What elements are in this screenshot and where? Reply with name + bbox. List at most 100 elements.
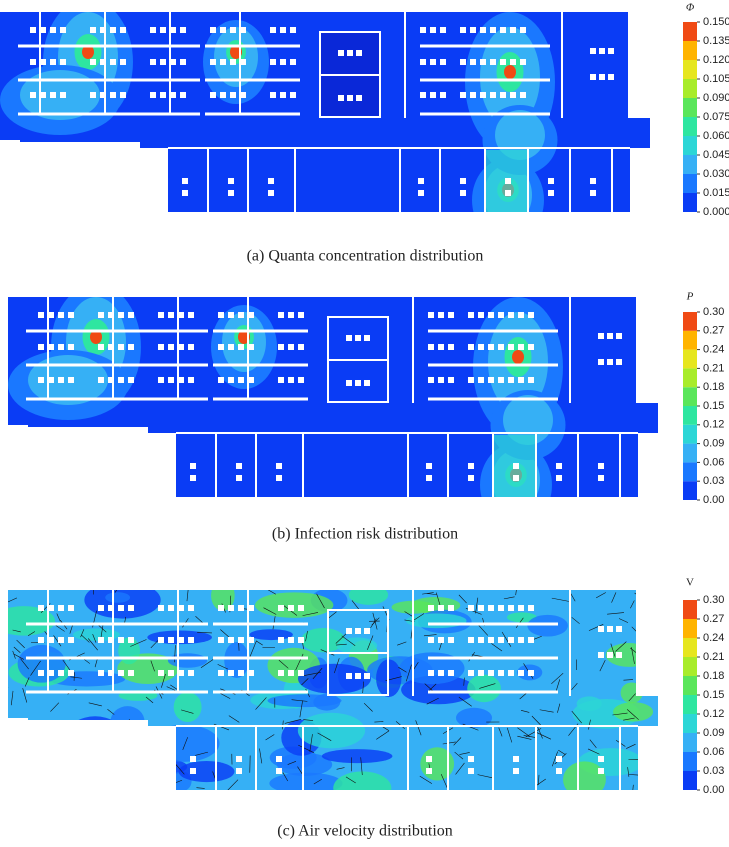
vector [335, 643, 347, 646]
vector [571, 682, 578, 691]
vector [588, 624, 604, 631]
vector [345, 776, 356, 784]
vector [16, 754, 24, 770]
occupant [468, 756, 474, 762]
colorbar-band [683, 136, 697, 155]
vector [22, 688, 28, 703]
colorbar-tick-label: 0.03 [703, 475, 724, 487]
occupant [428, 670, 434, 676]
vector [532, 635, 542, 640]
occupant [468, 475, 474, 481]
occupant [128, 637, 134, 643]
vector [10, 690, 14, 706]
vector [255, 697, 267, 710]
vector [95, 761, 107, 767]
occupant [355, 628, 361, 634]
occupant [598, 359, 604, 365]
occupant [48, 344, 54, 350]
occupant [218, 312, 224, 318]
occupant [100, 92, 106, 98]
occupant [548, 178, 554, 184]
occupant [498, 344, 504, 350]
occupant [518, 377, 524, 383]
occupant [190, 475, 196, 481]
occupant [210, 59, 216, 65]
occupant [498, 377, 504, 383]
occupant [108, 637, 114, 643]
vector [415, 720, 422, 736]
colorbar-band [683, 481, 697, 500]
vector [88, 702, 102, 707]
occupant [160, 59, 166, 65]
colorbar-band [683, 98, 697, 117]
occupant [498, 637, 504, 643]
occupant [220, 59, 226, 65]
occupant [158, 377, 164, 383]
occupant [528, 637, 534, 643]
vector [181, 709, 194, 714]
vector [424, 683, 433, 691]
occupant [90, 27, 96, 33]
vector [114, 590, 125, 593]
colorbar-tick-label: 0.21 [703, 362, 724, 374]
flow-patch [211, 590, 235, 611]
occupant [556, 463, 562, 469]
occupant [68, 605, 74, 611]
occupant [228, 190, 234, 196]
occupant [188, 344, 194, 350]
occupant [608, 74, 614, 80]
vector [427, 683, 437, 692]
vector [367, 635, 374, 651]
colorbar-band [683, 600, 697, 619]
vector [458, 594, 467, 604]
occupant [248, 344, 254, 350]
vector [551, 751, 558, 767]
vector [278, 659, 289, 669]
occupant [356, 95, 362, 101]
occupant [110, 92, 116, 98]
occupant [178, 670, 184, 676]
vector [517, 735, 532, 740]
occupant [510, 27, 516, 33]
occupant [128, 377, 134, 383]
vector [84, 742, 91, 758]
occupant [170, 27, 176, 33]
colorbar-band [683, 330, 697, 350]
vector [145, 777, 154, 787]
vector [128, 719, 130, 729]
vector [477, 774, 494, 779]
vector [200, 659, 214, 668]
vector [165, 739, 173, 746]
occupant [98, 312, 104, 318]
occupant [518, 637, 524, 643]
occupant [230, 59, 236, 65]
occupant [188, 605, 194, 611]
occupant [150, 27, 156, 33]
vector [463, 677, 465, 686]
occupant [168, 377, 174, 383]
colorbar-band [683, 406, 697, 425]
vector [475, 597, 479, 614]
occupant [98, 637, 104, 643]
vector [161, 777, 164, 790]
hotspot [90, 330, 102, 344]
occupant [158, 344, 164, 350]
vector [523, 735, 537, 738]
flow-patch [269, 772, 343, 790]
colorbar-title: P [686, 291, 694, 303]
vector [12, 650, 16, 659]
occupant [508, 344, 514, 350]
colorbar-tick-label: 0.18 [703, 381, 724, 393]
occupant [276, 475, 282, 481]
vector [627, 767, 630, 777]
vector [161, 673, 166, 688]
occupant [60, 27, 66, 33]
colorbar-tick-label: 0.045 [703, 149, 729, 161]
vector [635, 682, 653, 685]
occupant [48, 605, 54, 611]
occupant [438, 605, 444, 611]
occupant [58, 312, 64, 318]
vector [440, 774, 448, 789]
occupant [182, 190, 188, 196]
